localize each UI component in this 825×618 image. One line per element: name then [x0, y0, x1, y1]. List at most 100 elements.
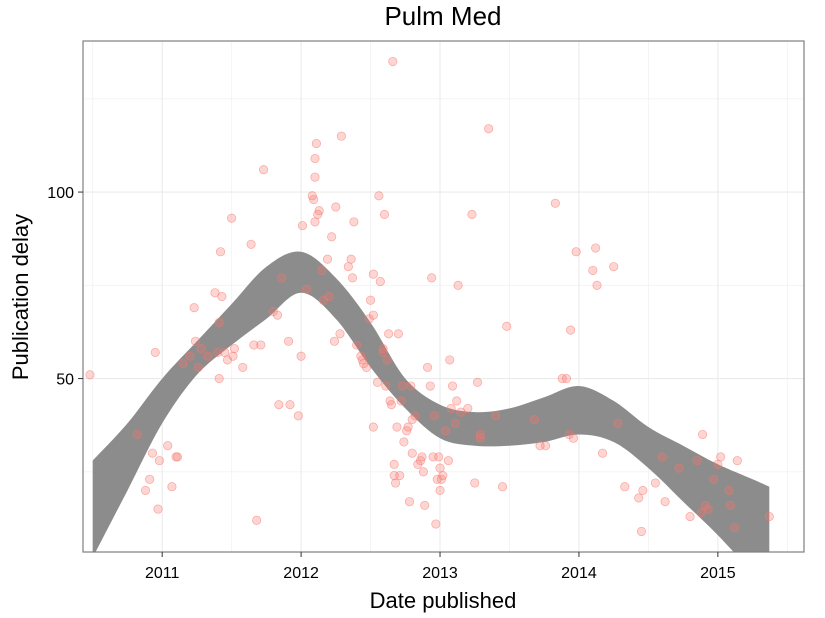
data-point: [425, 381, 435, 391]
data-point: [153, 504, 163, 514]
data-point: [322, 254, 333, 264]
data-point: [392, 422, 402, 432]
data-point: [475, 433, 485, 443]
data-point: [293, 411, 303, 421]
data-point: [213, 347, 223, 357]
data-point: [404, 497, 415, 507]
plot-border: [82, 40, 805, 553]
smooth-band-layer: [92, 251, 770, 552]
data-point: [147, 448, 158, 458]
data-point: [561, 374, 571, 384]
data-point: [190, 336, 201, 346]
data-point: [196, 344, 206, 354]
data-point: [638, 485, 648, 496]
data-point: [620, 482, 630, 492]
data-point: [660, 497, 670, 507]
data-point: [317, 265, 327, 275]
data-point: [729, 523, 740, 533]
data-point: [716, 452, 726, 462]
data-point: [724, 485, 734, 496]
data-point: [399, 437, 409, 447]
data-point: [420, 500, 430, 510]
chart-title: Pulm Med: [384, 1, 501, 31]
data-point: [256, 340, 266, 350]
x-tick-label: 2013: [422, 565, 458, 582]
data-point: [314, 206, 324, 216]
data-point: [588, 265, 598, 275]
y-tick-label: 50: [56, 372, 74, 389]
data-point: [203, 351, 213, 361]
data-point: [296, 351, 306, 361]
x-axis: 2011 2012 2013 2014 2015: [145, 552, 736, 582]
data-point: [284, 336, 294, 346]
data-point: [407, 448, 417, 458]
x-tick-label: 2015: [700, 565, 736, 582]
data-point: [431, 519, 441, 529]
data-point: [550, 198, 560, 208]
data-point: [167, 482, 177, 492]
data-point: [331, 202, 341, 212]
data-point: [361, 362, 371, 372]
data-point: [732, 456, 742, 466]
data-point: [378, 344, 388, 354]
data-point: [484, 124, 494, 134]
data-point: [541, 441, 551, 451]
data-point: [427, 273, 437, 283]
data-point: [529, 415, 540, 425]
data-point: [472, 377, 483, 387]
data-point: [336, 131, 346, 141]
data-point: [274, 400, 284, 410]
data-point: [379, 209, 390, 219]
data-point: [132, 429, 142, 440]
data-point: [613, 418, 623, 428]
data-point: [372, 377, 383, 387]
data-point: [163, 441, 173, 451]
data-point: [441, 426, 451, 436]
data-point: [674, 463, 684, 473]
data-point: [311, 139, 321, 149]
data-point: [470, 478, 480, 488]
data-point: [725, 500, 735, 510]
data-point: [193, 362, 203, 372]
data-point: [327, 232, 337, 242]
data-point: [429, 411, 440, 421]
data-point: [368, 422, 378, 432]
y-axis-title: Publication delay: [8, 214, 33, 380]
data-point: [397, 381, 408, 391]
data-point: [438, 470, 448, 481]
data-point: [185, 351, 195, 361]
data-point: [335, 329, 345, 339]
data-point: [297, 221, 308, 231]
data-point: [378, 347, 388, 357]
smooth-confidence-band: [92, 251, 770, 552]
data-point: [568, 433, 578, 443]
data-point: [692, 456, 702, 466]
data-point: [395, 470, 405, 481]
data-point: [374, 191, 384, 201]
data-point: [85, 370, 95, 380]
data-point: [154, 456, 164, 466]
data-point: [422, 362, 433, 372]
data-point: [329, 336, 339, 346]
data-point: [285, 400, 295, 410]
data-point: [393, 329, 403, 339]
data-point: [246, 239, 256, 249]
x-tick-label: 2011: [145, 565, 180, 582]
data-point: [347, 273, 358, 283]
data-point: [249, 340, 259, 350]
data-point: [467, 209, 477, 219]
data-point: [324, 291, 334, 302]
data-point: [227, 213, 237, 223]
data-point: [302, 284, 312, 294]
data-point: [434, 452, 444, 462]
data-points: [85, 56, 774, 537]
x-tick-label: 2012: [283, 565, 319, 582]
data-point: [178, 359, 188, 369]
data-point: [410, 411, 420, 421]
data-point: [566, 325, 576, 335]
grid-lines: [83, 41, 804, 552]
data-point: [349, 217, 359, 227]
data-point: [446, 403, 456, 413]
data-point: [386, 400, 396, 410]
